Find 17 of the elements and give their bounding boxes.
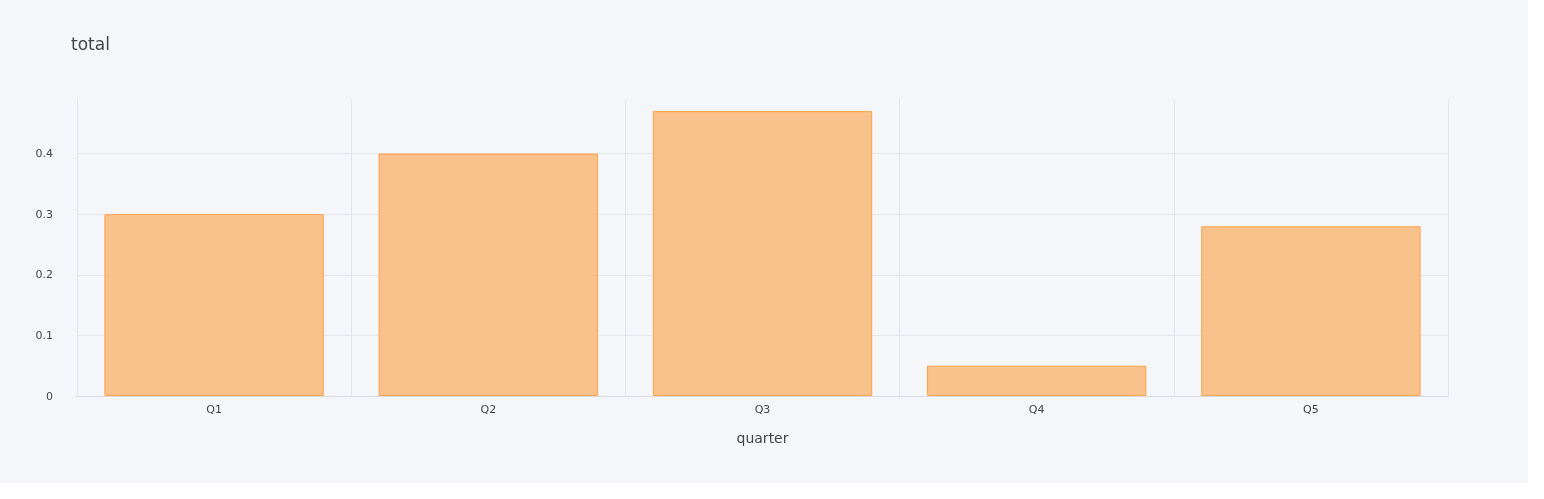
- x-tick-label: Q5: [1303, 403, 1319, 416]
- bar: [652, 111, 873, 396]
- y-tick-label: 0.2: [35, 268, 53, 282]
- bar: [378, 153, 598, 396]
- y-tick-label: 0.4: [35, 147, 53, 161]
- bar: [104, 214, 324, 396]
- y-tick-label: 0: [46, 389, 53, 403]
- x-axis-title: quarter: [736, 430, 789, 446]
- chart-title: total: [71, 33, 110, 54]
- x-tick-label: Q3: [754, 403, 771, 416]
- bar: [1201, 226, 1421, 396]
- x-tick-label: Q1: [206, 403, 222, 416]
- y-tick-label: 0.1: [35, 328, 53, 342]
- x-tick-label: Q2: [480, 403, 497, 416]
- bar: [927, 365, 1147, 396]
- x-tick-label: Q4: [1028, 403, 1045, 416]
- y-tick-label: 0.3: [35, 207, 53, 221]
